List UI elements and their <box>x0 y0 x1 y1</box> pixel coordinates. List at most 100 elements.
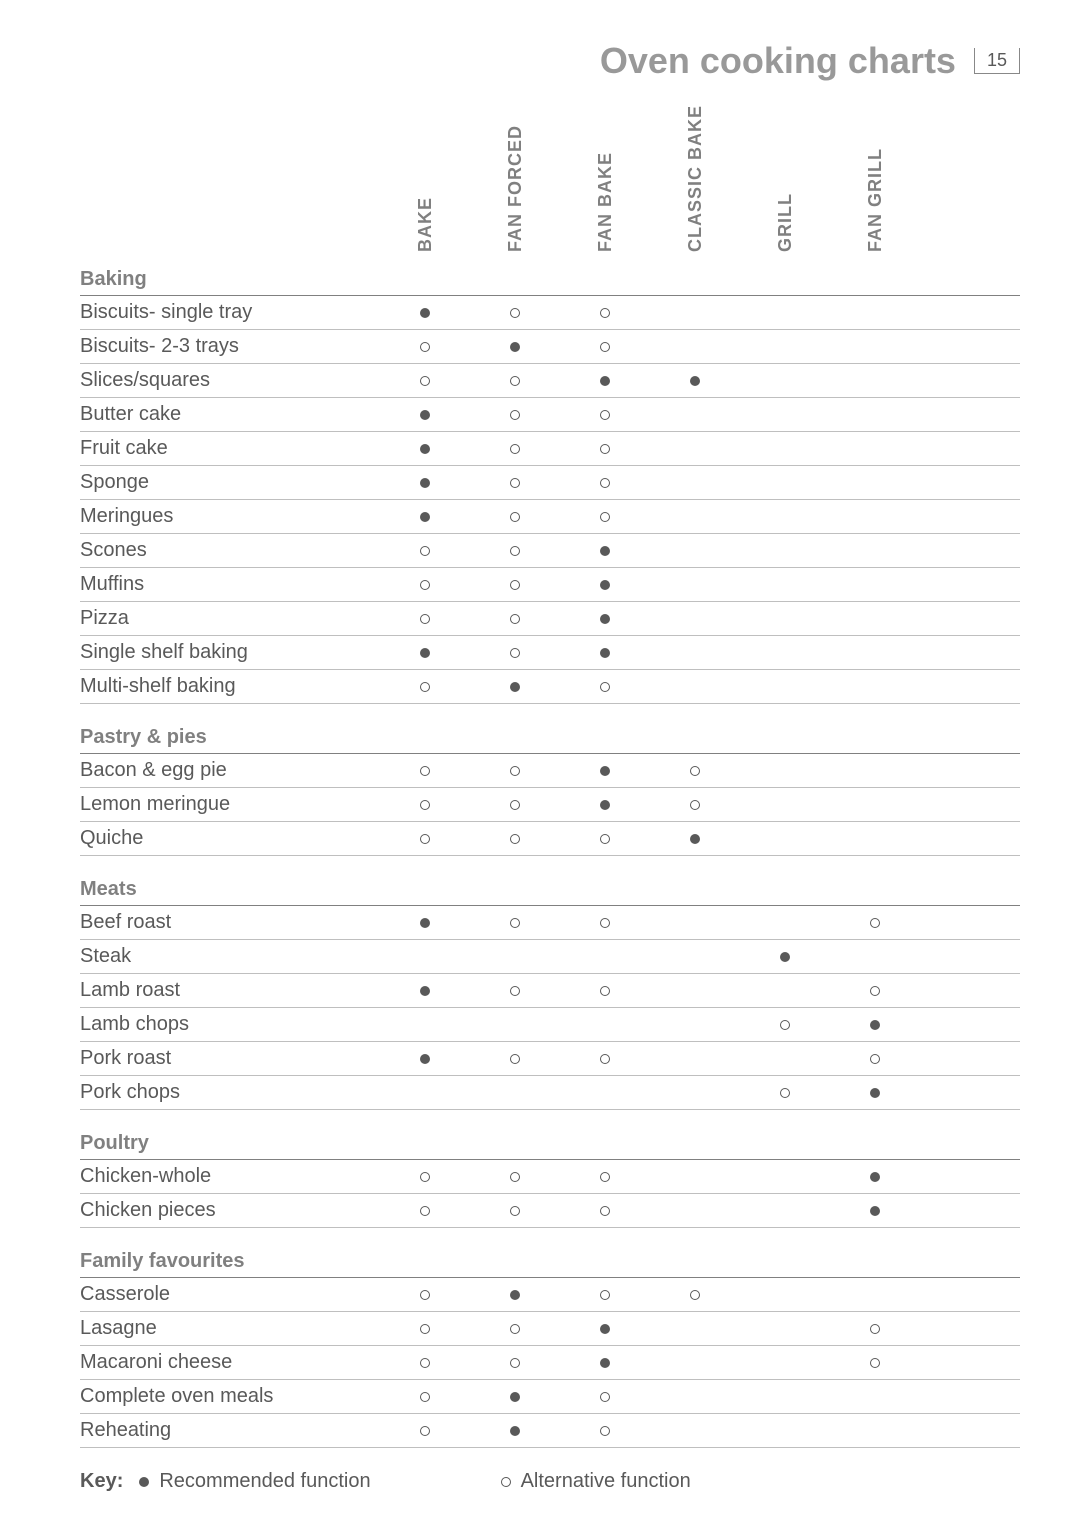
hollow-marker-icon <box>780 1020 790 1030</box>
column-header-label: BAKE <box>415 197 436 252</box>
filled-marker-icon <box>510 682 520 692</box>
row-label: Single shelf baking <box>80 641 380 664</box>
filled-marker-icon <box>420 1054 430 1064</box>
section-title: Baking <box>80 260 1020 296</box>
row-label: Fruit cake <box>80 437 380 460</box>
hollow-marker-icon <box>780 1088 790 1098</box>
chart-sections: Baking Biscuits- single tray Biscuits- 2-3… <box>80 260 1020 1448</box>
table-cell <box>470 986 560 996</box>
table-cell <box>470 800 560 810</box>
page-number: 15 <box>974 48 1020 74</box>
table-cell <box>470 580 560 590</box>
hollow-marker-icon <box>501 1477 511 1487</box>
hollow-marker-icon <box>510 308 520 318</box>
column-header: FAN GRILL <box>830 132 920 252</box>
row-label: Lamb roast <box>80 979 380 1002</box>
row-label: Sponge <box>80 471 380 494</box>
table-cell <box>380 766 470 776</box>
table-cell <box>380 834 470 844</box>
hollow-marker-icon <box>510 478 520 488</box>
table-cell <box>560 1358 650 1368</box>
row-label: Scones <box>80 539 380 562</box>
hollow-marker-icon <box>690 800 700 810</box>
hollow-marker-icon <box>420 546 430 556</box>
table-cell <box>830 1088 920 1098</box>
hollow-marker-icon <box>690 1290 700 1300</box>
hollow-marker-icon <box>510 766 520 776</box>
row-label: Multi-shelf baking <box>80 675 380 698</box>
table-cell <box>830 1206 920 1216</box>
filled-marker-icon <box>780 952 790 962</box>
table-row: Scones <box>80 534 1020 568</box>
table-cell <box>560 376 650 386</box>
legend-label: Key: <box>80 1470 123 1493</box>
filled-marker-icon <box>600 1358 610 1368</box>
table-row: Single shelf baking <box>80 636 1020 670</box>
table-row: Complete oven meals <box>80 1380 1020 1414</box>
table-cell <box>380 342 470 352</box>
row-label: Lemon meringue <box>80 793 380 816</box>
table-row: Pork chops <box>80 1076 1020 1110</box>
row-label: Quiche <box>80 827 380 850</box>
table-row: Lemon meringue <box>80 788 1020 822</box>
hollow-marker-icon <box>510 512 520 522</box>
column-header-label: FAN GRILL <box>865 148 886 252</box>
table-cell <box>560 1324 650 1334</box>
table-row: Butter cake <box>80 398 1020 432</box>
legend-alternative: Alternative function <box>521 1470 691 1493</box>
filled-marker-icon <box>600 546 610 556</box>
column-header: FAN BAKE <box>560 132 650 252</box>
table-row: Reheating <box>80 1414 1020 1448</box>
table-cell <box>560 800 650 810</box>
section-title: Poultry <box>80 1124 1020 1160</box>
hollow-marker-icon <box>420 834 430 844</box>
hollow-marker-icon <box>420 1426 430 1436</box>
table-cell <box>380 1426 470 1436</box>
filled-marker-icon <box>600 614 610 624</box>
hollow-marker-icon <box>510 1172 520 1182</box>
row-label: Butter cake <box>80 403 380 426</box>
hollow-marker-icon <box>600 342 610 352</box>
filled-marker-icon <box>420 444 430 454</box>
table-cell <box>470 648 560 658</box>
hollow-marker-icon <box>870 1054 880 1064</box>
row-label: Meringues <box>80 505 380 528</box>
table-cell <box>560 682 650 692</box>
row-label: Biscuits- single tray <box>80 301 380 324</box>
hollow-marker-icon <box>600 918 610 928</box>
cooking-chart: BAKEFAN FORCEDFAN BAKECLASSIC BAKEGRILLF… <box>80 132 1020 1448</box>
table-cell <box>740 952 830 962</box>
table-cell <box>830 918 920 928</box>
hollow-marker-icon <box>600 308 610 318</box>
hollow-marker-icon <box>600 444 610 454</box>
hollow-marker-icon <box>510 410 520 420</box>
hollow-marker-icon <box>870 986 880 996</box>
table-cell <box>380 1290 470 1300</box>
hollow-marker-icon <box>600 986 610 996</box>
table-row: Pork roast <box>80 1042 1020 1076</box>
row-label: Steak <box>80 945 380 968</box>
table-row: Meringues <box>80 500 1020 534</box>
table-cell <box>380 1054 470 1064</box>
filled-marker-icon <box>420 308 430 318</box>
row-label: Beef roast <box>80 911 380 934</box>
table-row: Chicken pieces <box>80 1194 1020 1228</box>
table-cell <box>830 1172 920 1182</box>
table-row: Casserole <box>80 1278 1020 1312</box>
table-row: Sponge <box>80 466 1020 500</box>
hollow-marker-icon <box>510 580 520 590</box>
filled-marker-icon <box>690 834 700 844</box>
hollow-marker-icon <box>510 1358 520 1368</box>
table-cell <box>740 1088 830 1098</box>
legend-recommended: Recommended function <box>159 1470 370 1493</box>
hollow-marker-icon <box>600 410 610 420</box>
hollow-marker-icon <box>510 986 520 996</box>
page-header: Oven cooking charts 15 <box>80 40 1020 82</box>
hollow-marker-icon <box>510 918 520 928</box>
table-row: Quiche <box>80 822 1020 856</box>
filled-marker-icon <box>600 580 610 590</box>
table-cell <box>470 512 560 522</box>
table-cell <box>560 766 650 776</box>
row-label: Biscuits- 2-3 trays <box>80 335 380 358</box>
hollow-marker-icon <box>420 766 430 776</box>
